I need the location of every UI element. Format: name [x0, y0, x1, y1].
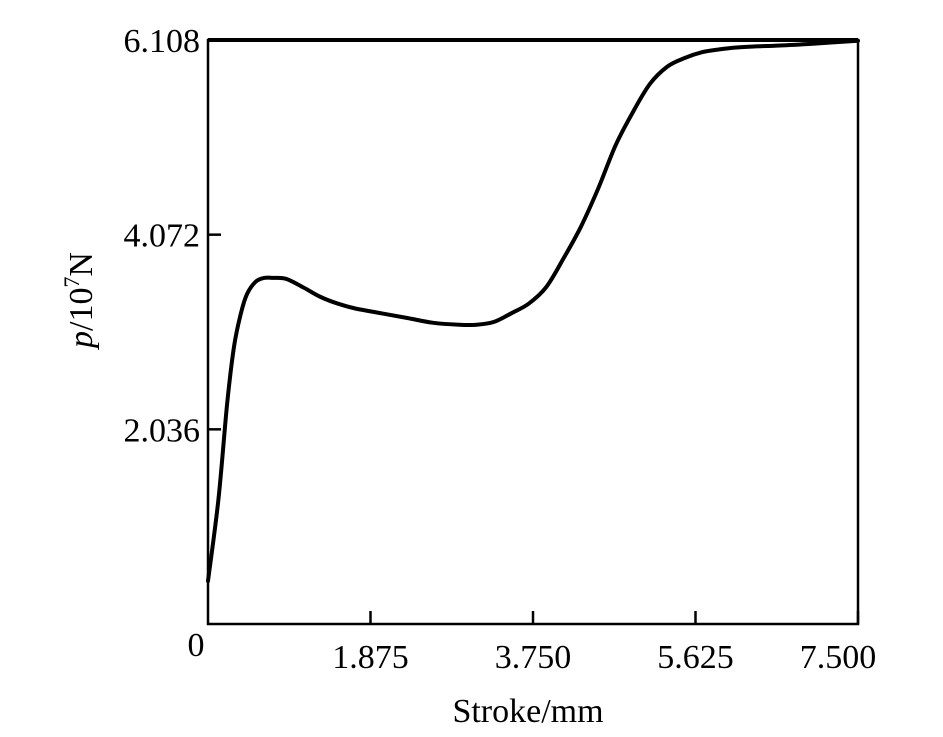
x-tick-label: 3.750 — [495, 639, 572, 676]
y-tick-label: 2.036 — [124, 412, 201, 449]
y-tick-label: 4.072 — [124, 218, 201, 255]
x-axis-label: Stroke/mm — [452, 693, 603, 730]
x-axis-ticks: 1.875 3.750 5.625 7.500 — [332, 611, 876, 676]
y-axis-label: p/107N — [59, 252, 100, 350]
y-axis-label-scale: /10 — [63, 288, 100, 331]
y-axis-ticks: 2.036 4.072 6.108 — [124, 23, 221, 449]
origin-label: 0 — [188, 627, 205, 664]
series-group — [206, 38, 860, 583]
x-tick-label: 5.625 — [657, 639, 734, 676]
x-tick-label: 1.875 — [332, 639, 409, 676]
series-line — [206, 38, 860, 583]
y-tick-label: 6.108 — [124, 23, 201, 60]
y-axis-label-unit: N — [63, 252, 100, 277]
y-axis-label-variable: p — [63, 331, 100, 350]
x-tick-label: 7.500 — [800, 639, 877, 676]
plot-frame — [206, 38, 860, 626]
y-axis-label-exponent: 7 — [59, 277, 84, 288]
